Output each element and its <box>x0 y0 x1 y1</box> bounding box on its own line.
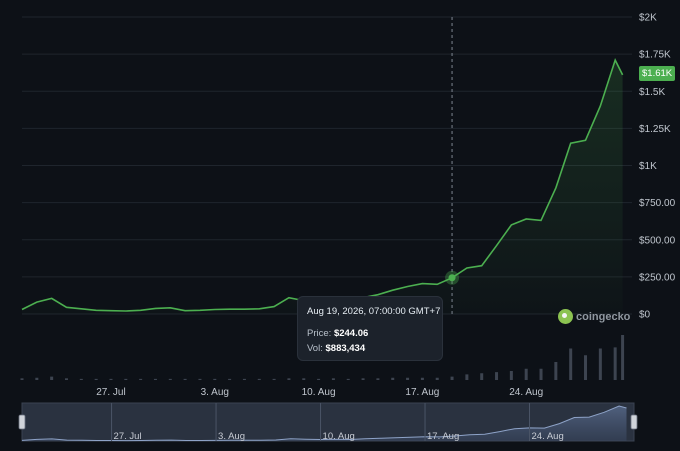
volume-bar <box>302 378 306 380</box>
navigator-tick-label: 17. Aug <box>427 431 459 442</box>
volume-bar <box>109 378 113 380</box>
volume-bar <box>35 377 39 380</box>
volume-bar <box>153 378 157 380</box>
volume-bar <box>420 377 424 380</box>
current-price-badge: $1.61K <box>639 66 676 81</box>
hover-point <box>448 274 456 282</box>
volume-bar <box>598 348 602 380</box>
tooltip-price-value: $244.06 <box>333 328 369 339</box>
volume-bar <box>584 355 588 380</box>
volume-bar <box>406 377 410 380</box>
volume-bar <box>569 348 573 380</box>
x-axis: 27. Jul 3. Aug 10. Aug 17. Aug 24. Aug <box>96 387 543 398</box>
volume-bar <box>465 374 469 380</box>
volume-bar <box>495 372 499 380</box>
y-tick-label: $1.75K <box>639 50 671 61</box>
y-tick-label: $0 <box>639 310 651 321</box>
volume-bar <box>480 373 484 380</box>
y-tick-label: $750.00 <box>639 198 676 209</box>
volume-bar <box>213 378 217 380</box>
volume-bar <box>450 376 454 380</box>
volume-bar <box>242 378 246 380</box>
tooltip-date: Aug 19, 2026, 07:00:00 GMT+7 <box>307 306 441 317</box>
y-tick-label: $1.5K <box>639 87 665 98</box>
coingecko-watermark: coingecko <box>558 309 630 324</box>
range-navigator[interactable]: 27. Jul 3. Aug 10. Aug 17. Aug 24. Aug <box>18 402 638 442</box>
volume-bar <box>64 378 68 380</box>
price-area-fill <box>22 60 623 314</box>
x-tick-label: 24. Aug <box>509 387 543 398</box>
volume-bar <box>287 378 291 380</box>
tooltip-price-label: Price: <box>307 328 332 339</box>
navigator-handle-left[interactable] <box>18 414 26 430</box>
navigator-tick-label: 24. Aug <box>532 431 564 442</box>
volume-bar <box>183 378 187 380</box>
volume-bar <box>509 371 513 380</box>
volume-bar <box>361 378 365 380</box>
volume-bar <box>139 378 143 380</box>
x-tick-label: 10. Aug <box>302 387 336 398</box>
volume-bar <box>257 378 261 380</box>
navigator-line <box>21 405 627 442</box>
y-tick-label: $500.00 <box>639 235 676 246</box>
volume-bar <box>317 378 321 380</box>
volume-bar <box>124 378 128 380</box>
volume-bar <box>79 378 83 380</box>
x-tick-label: 17. Aug <box>405 387 439 398</box>
volume-bar <box>272 378 276 380</box>
volume-bar <box>391 377 395 380</box>
volume-bar <box>539 368 543 380</box>
y-tick-label: $1.25K <box>639 124 671 135</box>
volume-bar <box>198 378 202 380</box>
tooltip-price-row: Price: $244.06 <box>307 326 433 341</box>
x-tick-label: 3. Aug <box>201 387 229 398</box>
navigator-series <box>22 406 627 441</box>
y-axis: $2K $1.75K $1.5K $1.25K $1K $750.00 $500.00 $25… <box>639 13 676 321</box>
volume-bar <box>554 362 558 380</box>
watermark-text: coingecko <box>576 310 631 323</box>
volume-bar <box>331 378 335 380</box>
volume-bar <box>20 378 24 380</box>
coingecko-logo-icon <box>558 309 573 324</box>
tooltip-vol-row: Vol: $883,434 <box>307 341 433 356</box>
volume-bar <box>94 378 98 380</box>
volume-bar <box>50 376 54 380</box>
navigator-tick-label: 10. Aug <box>323 431 355 442</box>
y-tick-label: $2K <box>639 13 657 24</box>
volume-bar <box>168 378 172 380</box>
tooltip-vol-value: $883,434 <box>325 343 366 354</box>
navigator-tick-label: 27. Jul <box>114 431 142 442</box>
volume-bar <box>228 378 232 380</box>
volume-bar <box>376 378 380 380</box>
volume-bar <box>346 378 350 380</box>
x-tick-label: 27. Jul <box>96 387 125 398</box>
volume-bars <box>20 335 625 380</box>
volume-bar <box>621 335 625 380</box>
tooltip-vol-label: Vol: <box>307 343 323 354</box>
price-tooltip: Aug 19, 2026, 07:00:00 GMT+7 Price: $244… <box>297 296 443 361</box>
y-tick-label: $250.00 <box>639 272 676 283</box>
volume-bar <box>613 347 617 380</box>
navigator-handle-right[interactable] <box>630 414 638 430</box>
volume-bar <box>435 377 439 380</box>
navigator-tick-label: 3. Aug <box>218 431 245 442</box>
y-tick-label: $1K <box>639 161 657 172</box>
volume-bar <box>524 368 528 380</box>
